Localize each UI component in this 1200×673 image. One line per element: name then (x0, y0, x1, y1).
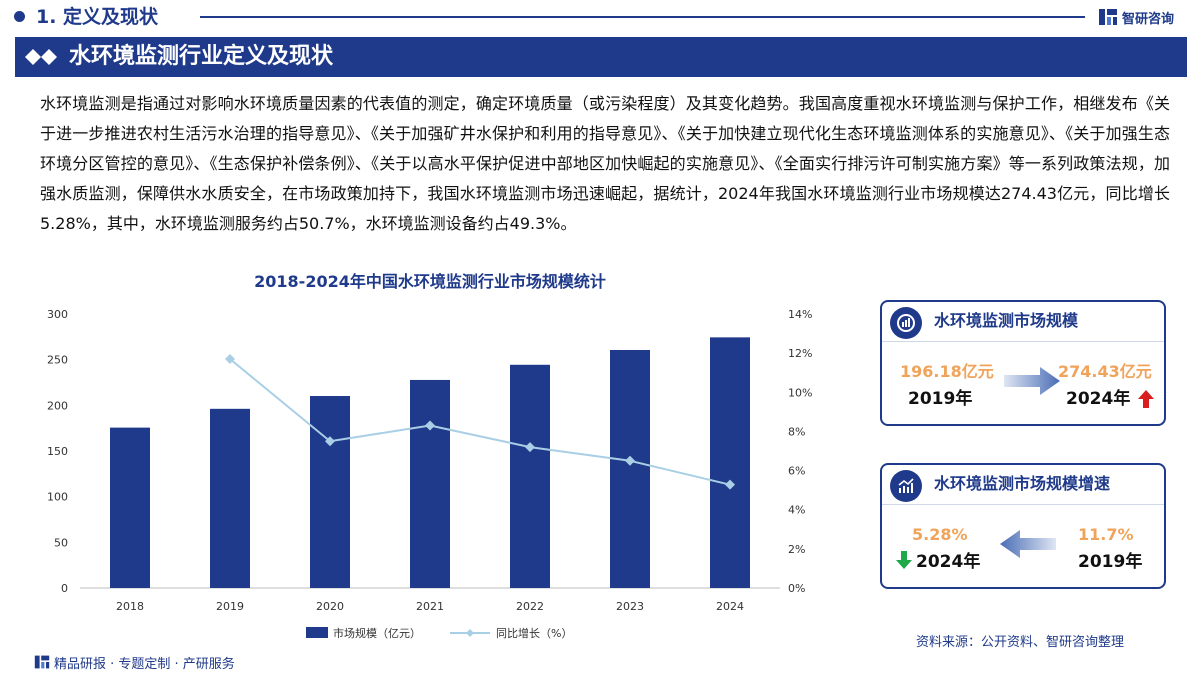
brand-name: 智研咨询 (1122, 11, 1175, 27)
red-up-arrow-icon (1138, 390, 1154, 408)
bullet-dot-icon (14, 11, 25, 22)
y-right-tick-label: 14% (788, 308, 812, 321)
source-note: 资料来源：公开资料、智研咨询整理 (916, 635, 1125, 650)
green-down-arrow-icon (896, 551, 912, 569)
y-right-tick-label: 2% (788, 543, 805, 556)
bar (210, 408, 250, 588)
intro-paragraph: 水环境监测是指通过对影响水环境质量因素的代表值的测定，确定环境质量（或污染程度）… (40, 94, 1170, 233)
bar (610, 349, 650, 588)
bar (110, 427, 150, 588)
bar (410, 379, 450, 588)
scale-2019-value: 196.18亿元 (900, 362, 994, 381)
brand-logo-group: 智研咨询 (1098, 6, 1174, 28)
chart-title: 2018-2024年中国水环境监测行业市场规模统计 (254, 272, 606, 291)
growth-point (225, 354, 235, 365)
card-title: 水环境监测市场规模 (934, 311, 1079, 330)
growth-line (229, 358, 731, 486)
y-right-tick-label: 10% (788, 386, 812, 399)
bar (310, 396, 350, 588)
y-left-tick-label: 50 (54, 536, 68, 549)
scale-2019-year: 2019年 (908, 389, 973, 409)
growth-point (325, 436, 335, 447)
y-left-tick-label: 200 (47, 399, 68, 412)
y-left-tick-label: 300 (47, 308, 68, 321)
footer-slogan: 精品研报 · 专题定制 · 产研服务 (54, 656, 235, 672)
x-tick-label: 2018 (116, 600, 144, 613)
y-left-tick-label: 250 (47, 354, 68, 367)
bar (710, 337, 750, 588)
growth-2024-value: 5.28% (912, 525, 968, 544)
coin-chart-icon (890, 307, 922, 339)
growth-rate-card: 水环境监测市场规模增速 5.28% 2024年 11.7% 2019年 (880, 463, 1166, 589)
growth-point (725, 479, 735, 490)
x-tick-label: 2024 (716, 600, 744, 613)
right-arrow-icon (1004, 367, 1060, 395)
y-right-tick-label: 8% (788, 425, 805, 438)
y-right-tick-label: 4% (788, 504, 805, 517)
brand-logo-icon (1099, 9, 1117, 25)
brand-logo-icon (34, 655, 50, 669)
left-arrow-icon (1000, 530, 1056, 558)
bar (510, 364, 550, 588)
card-title: 水环境监测市场规模增速 (934, 474, 1111, 493)
legend-line-label: 同比增长（%） (496, 626, 572, 640)
growth-2019-year: 2019年 (1078, 552, 1143, 572)
top-header: 1. 定义及现状 智研咨询 (0, 0, 1200, 34)
legend-bar-swatch (306, 627, 328, 638)
growth-point (525, 442, 535, 453)
growth-2019-value: 11.7% (1078, 525, 1134, 544)
y-right-tick-label: 12% (788, 347, 812, 360)
section-banner: 水环境监测行业定义及现状 (15, 37, 1187, 77)
growth-2024-year: 2024年 (916, 552, 981, 572)
y-right-tick-label: 6% (788, 465, 805, 478)
market-scale-card: 水环境监测市场规模 196.18亿元 2019年 274.43亿元 2024年 (880, 300, 1166, 426)
card-header: 水环境监测市场规模 (882, 302, 1164, 342)
x-tick-label: 2023 (616, 600, 644, 613)
y-left-tick-label: 150 (47, 445, 68, 458)
scale-2024-value: 274.43亿元 (1058, 362, 1152, 381)
growth-point (425, 420, 435, 431)
banner-title: 水环境监测行业定义及现状 (69, 44, 334, 69)
y-left-tick-label: 0 (61, 582, 68, 595)
y-left-tick-label: 100 (47, 491, 68, 504)
card-header: 水环境监测市场规模增速 (882, 465, 1164, 505)
y-right-tick-label: 0% (788, 582, 805, 595)
double-diamond-icon (25, 49, 57, 65)
footer-brand: 精品研报 · 专题定制 · 产研服务 (34, 653, 235, 672)
section-title: 1. 定义及现状 (36, 6, 159, 28)
legend-bar-label: 市场规模（亿元） (333, 626, 421, 640)
legend-line-marker (466, 629, 474, 637)
x-tick-label: 2022 (516, 600, 544, 613)
scale-2024-year: 2024年 (1066, 389, 1131, 409)
header-divider (200, 16, 1085, 18)
x-tick-label: 2019 (216, 600, 244, 613)
trend-chart-icon (890, 470, 922, 502)
growth-point (625, 455, 635, 466)
market-size-chart: 0 50 100 150 200 250 300 0% 2% 4% 6% 8% 10% 12% 14% 201… (47, 308, 812, 640)
x-tick-label: 2020 (316, 600, 344, 613)
x-tick-label: 2021 (416, 600, 444, 613)
